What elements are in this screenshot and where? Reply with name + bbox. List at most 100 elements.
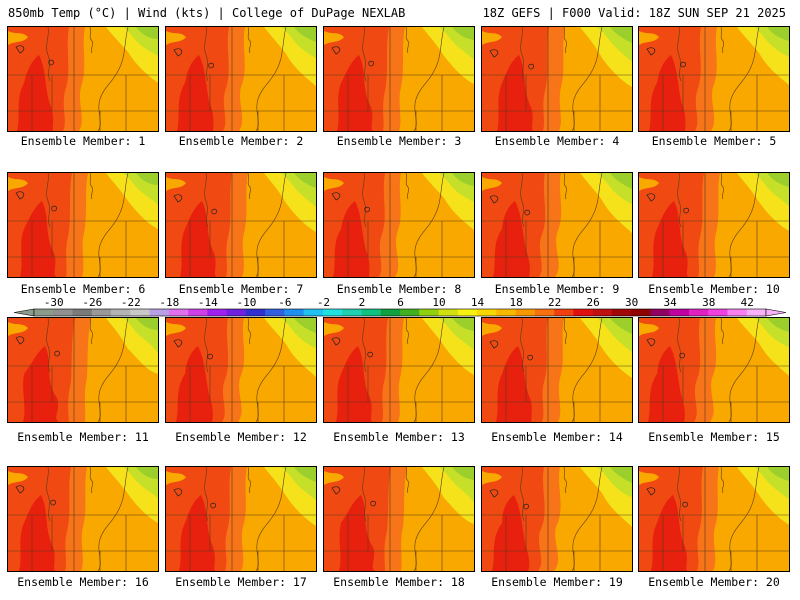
scale-segment — [284, 309, 304, 316]
temperature-map — [8, 27, 158, 131]
scale-segment — [631, 309, 651, 316]
scale-tick-label: -22 — [121, 296, 141, 309]
scale-segment — [361, 309, 382, 316]
map-panel-member-11 — [7, 317, 159, 423]
scale-segment — [727, 309, 748, 316]
scale-tick-label: -10 — [236, 296, 256, 309]
scale-segment — [573, 309, 593, 316]
scale-tick-label: 42 — [741, 296, 754, 309]
temperature-map — [8, 318, 158, 422]
scale-tick-label: -14 — [198, 296, 218, 309]
map-panel-member-5 — [638, 26, 790, 132]
scale-segment — [496, 309, 516, 316]
scale-tick-label: 26 — [587, 296, 600, 309]
color-scale-bar: -30 -26 -22 -18 -14 -10 -6 -2 2 6 10 14 18 22 26 30 34 38… — [13, 296, 787, 317]
temperature-map — [324, 27, 474, 131]
scale-segment — [592, 309, 613, 316]
temperature-map — [166, 467, 316, 571]
map-panel-member-13 — [323, 317, 475, 423]
scale-segment — [168, 309, 189, 316]
scale-segment — [149, 309, 170, 316]
scale-segment — [111, 309, 131, 316]
scale-segment — [419, 309, 439, 316]
scale-segment — [130, 309, 150, 316]
scale-tick-label: 14 — [471, 296, 485, 309]
scale-segment — [457, 309, 478, 316]
scale-segment — [650, 309, 670, 316]
scale-segment — [400, 309, 420, 316]
scale-tick-label: -26 — [82, 296, 102, 309]
map-panel-member-14 — [481, 317, 633, 423]
temperature-map — [639, 27, 789, 131]
member-caption: Ensemble Member: 12 — [175, 430, 307, 444]
map-panel-member-20 — [638, 466, 790, 572]
scale-segment — [611, 309, 632, 316]
scale-segment — [188, 309, 208, 316]
scale-segment — [303, 309, 324, 316]
member-caption: Ensemble Member: 16 — [17, 575, 149, 589]
member-caption: Ensemble Member: 14 — [491, 430, 623, 444]
member-caption: Ensemble Member: 18 — [333, 575, 465, 589]
map-panel-member-18 — [323, 466, 475, 572]
temperature-map — [639, 467, 789, 571]
scale-tick-label: 6 — [397, 296, 404, 309]
map-panel-member-7 — [165, 172, 317, 278]
member-caption: Ensemble Member: 5 — [651, 134, 777, 148]
scale-tick-label: -30 — [44, 296, 64, 309]
scale-segment — [669, 309, 690, 316]
temperature-map — [166, 27, 316, 131]
scale-tick-label: -18 — [159, 296, 179, 309]
temperature-map — [639, 173, 789, 277]
map-panel-member-3 — [323, 26, 475, 132]
member-caption: Ensemble Member: 1 — [20, 134, 146, 148]
map-panel-member-8 — [323, 172, 475, 278]
temperature-map — [482, 318, 632, 422]
map-panel-member-12 — [165, 317, 317, 423]
member-caption: Ensemble Member: 20 — [648, 575, 780, 589]
map-panel-member-16 — [7, 466, 159, 572]
temperature-map — [166, 318, 316, 422]
member-caption: Ensemble Member: 10 — [648, 282, 780, 296]
member-caption: Ensemble Member: 17 — [175, 575, 307, 589]
member-caption: Ensemble Member: 11 — [17, 430, 149, 444]
member-caption: Ensemble Member: 4 — [494, 134, 620, 148]
scale-tick-label: 22 — [548, 296, 561, 309]
scale-segment — [91, 309, 112, 316]
member-caption: Ensemble Member: 13 — [333, 430, 465, 444]
member-caption: Ensemble Member: 7 — [178, 282, 304, 296]
scale-tick-label: 30 — [625, 296, 638, 309]
map-panel-member-6 — [7, 172, 159, 278]
temperature-map — [166, 173, 316, 277]
map-panel-member-10 — [638, 172, 790, 278]
scale-tick-label: -2 — [317, 296, 330, 309]
scale-segment — [380, 309, 401, 316]
scale-tick-label: 10 — [432, 296, 445, 309]
map-panel-member-1 — [7, 26, 159, 132]
scale-left-arrow — [13, 308, 35, 317]
temperature-map — [639, 318, 789, 422]
scale-segment — [34, 309, 54, 316]
map-panel-member-2 — [165, 26, 317, 132]
member-caption: Ensemble Member: 3 — [336, 134, 462, 148]
map-panel-member-19 — [481, 466, 633, 572]
scale-segment — [746, 309, 767, 316]
map-panel-member-17 — [165, 466, 317, 572]
temperature-map — [324, 318, 474, 422]
scale-segment — [342, 309, 362, 316]
scale-right-arrow — [765, 308, 787, 317]
scale-segment — [226, 309, 247, 316]
scale-segment — [708, 309, 728, 316]
member-caption: Ensemble Member: 8 — [336, 282, 462, 296]
map-title: 850mb Temp (°C) | Wind (kts) | College o… — [8, 6, 406, 20]
scale-segment — [438, 309, 459, 316]
member-caption: Ensemble Member: 2 — [178, 134, 304, 148]
scale-segment — [207, 309, 227, 316]
temperature-map — [8, 173, 158, 277]
temperature-map — [8, 467, 158, 571]
scale-tick-label: 2 — [359, 296, 366, 309]
scale-segment — [515, 309, 536, 316]
scale-segment — [245, 309, 266, 316]
scale-segment — [53, 309, 73, 316]
scale-segment — [72, 309, 93, 316]
map-panel-member-15 — [638, 317, 790, 423]
